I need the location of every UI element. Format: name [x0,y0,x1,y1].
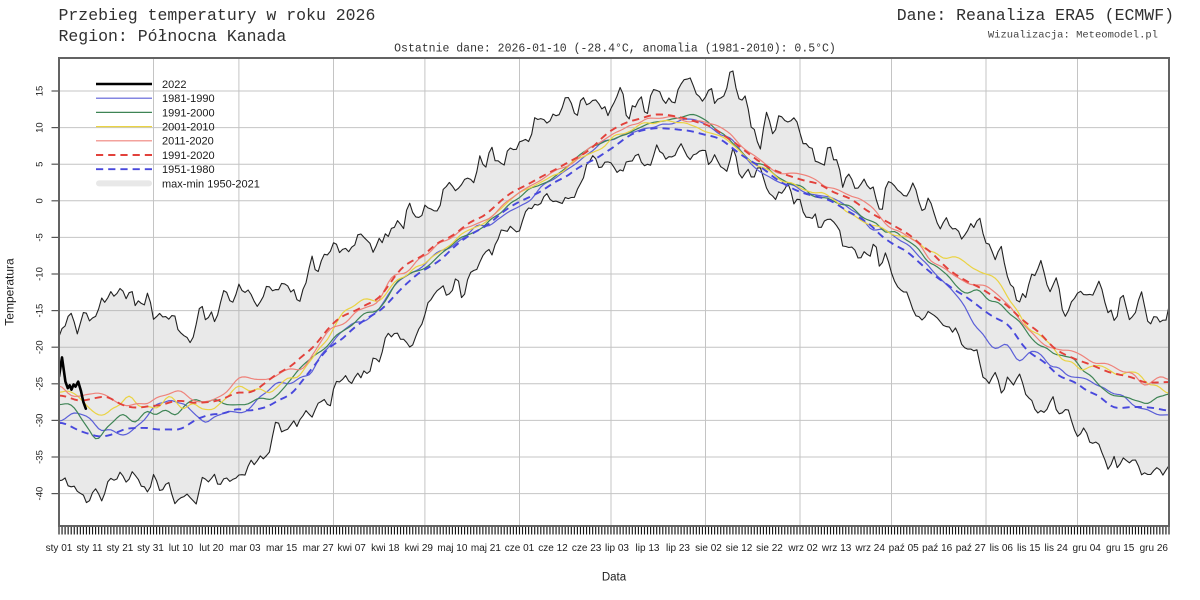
svg-text:1991-2000: 1991-2000 [162,107,215,119]
svg-text:mar 15: mar 15 [266,543,298,554]
svg-text:gru 15: gru 15 [1106,543,1135,554]
svg-text:-5: -5 [35,233,46,241]
svg-text:1991-2020: 1991-2020 [162,150,215,162]
svg-text:wrz 13: wrz 13 [821,543,852,554]
svg-text:-35: -35 [35,450,46,464]
svg-text:wrz 24: wrz 24 [854,543,885,554]
svg-text:lut 10: lut 10 [169,543,194,554]
svg-text:cze 01: cze 01 [505,543,535,554]
svg-text:2022: 2022 [162,79,186,91]
svg-text:-25: -25 [35,377,46,391]
svg-text:kwi 18: kwi 18 [371,543,400,554]
svg-text:Wizualizacja: Meteomodel.pl: Wizualizacja: Meteomodel.pl [988,30,1158,42]
svg-text:-30: -30 [35,414,46,428]
svg-text:15: 15 [35,86,46,97]
svg-text:cze 23: cze 23 [572,543,602,554]
svg-text:maj 21: maj 21 [471,543,501,554]
svg-text:sty 21: sty 21 [107,543,134,554]
svg-text:sty 31: sty 31 [137,543,164,554]
svg-text:mar 03: mar 03 [229,543,261,554]
svg-text:paź 27: paź 27 [956,543,986,554]
svg-text:cze 12: cze 12 [538,543,568,554]
svg-text:lip 23: lip 23 [666,543,690,554]
svg-text:lis 15: lis 15 [1017,543,1041,554]
svg-text:gru 04: gru 04 [1073,543,1102,554]
svg-text:-10: -10 [35,267,46,281]
svg-text:gru 26: gru 26 [1140,543,1169,554]
svg-text:maj 10: maj 10 [437,543,467,554]
svg-text:Przebieg temperatury w roku 20: Przebieg temperatury w roku 2026 [59,6,376,25]
svg-text:1981-1990: 1981-1990 [162,93,215,105]
svg-text:Region: Północna Kanada: Region: Północna Kanada [59,27,287,46]
svg-text:lis 06: lis 06 [990,543,1014,554]
svg-text:Ostatnie dane: 2026-01-10 (-28: Ostatnie dane: 2026-01-10 (-28.4°C, anom… [394,42,836,55]
svg-text:2001-2010: 2001-2010 [162,122,215,134]
svg-text:kwi 29: kwi 29 [405,543,434,554]
svg-text:wrz 02: wrz 02 [787,543,818,554]
svg-text:max-min 1950-2021: max-min 1950-2021 [162,178,260,190]
svg-text:lip 13: lip 13 [636,543,660,554]
svg-text:paź 05: paź 05 [889,543,919,554]
svg-text:Dane: Reanaliza ERA5 (ECMWF): Dane: Reanaliza ERA5 (ECMWF) [897,6,1174,25]
svg-text:lut 20: lut 20 [199,543,224,554]
svg-text:lip 03: lip 03 [605,543,629,554]
svg-text:Temperatura: Temperatura [3,258,17,326]
svg-text:kwi 07: kwi 07 [338,543,367,554]
svg-text:-40: -40 [35,487,46,501]
svg-text:0: 0 [35,198,46,203]
svg-text:-15: -15 [35,304,46,318]
svg-text:sie 02: sie 02 [695,543,722,554]
svg-text:5: 5 [35,162,46,167]
svg-text:2011-2020: 2011-2020 [162,136,214,148]
svg-text:Data: Data [602,572,627,584]
svg-text:lis 24: lis 24 [1045,543,1069,554]
svg-text:1951-1980: 1951-1980 [162,164,215,176]
svg-text:paź 16: paź 16 [922,543,952,554]
svg-text:10: 10 [35,122,46,133]
svg-text:sie 22: sie 22 [756,543,783,554]
svg-text:sty 01: sty 01 [46,543,73,554]
svg-text:sie 12: sie 12 [726,543,753,554]
svg-text:-20: -20 [35,340,46,354]
svg-text:sty 11: sty 11 [77,543,103,554]
svg-text:mar 27: mar 27 [303,543,335,554]
